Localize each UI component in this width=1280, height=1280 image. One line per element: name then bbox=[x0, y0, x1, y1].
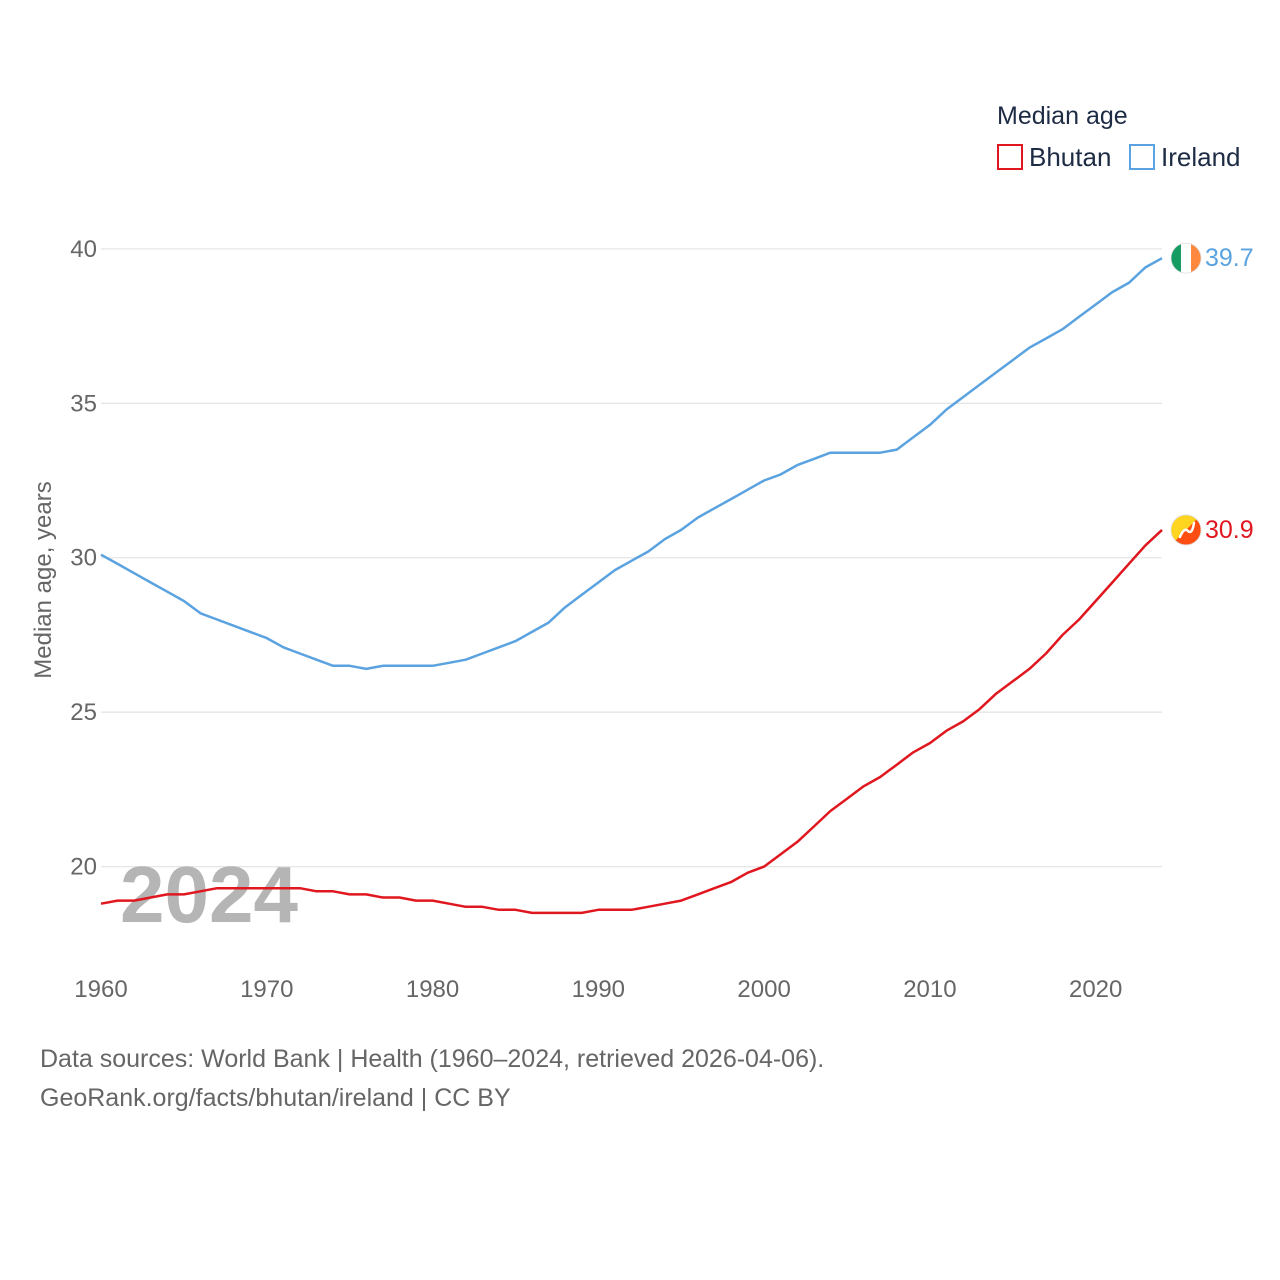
gridlines bbox=[101, 248, 1162, 868]
x-tick-label: 2000 bbox=[737, 976, 790, 1003]
end-label-ireland: 39.7 bbox=[1205, 244, 1254, 272]
year-watermark: 2024 bbox=[120, 850, 298, 939]
legend: Median age Bhutan Ireland bbox=[997, 102, 1241, 172]
x-tick-label: 1960 bbox=[74, 976, 127, 1003]
footer-sources: Data sources: World Bank | Health (1960–… bbox=[40, 1045, 825, 1073]
end-label-bhutan: 30.9 bbox=[1205, 516, 1254, 544]
y-tick-label: 25 bbox=[70, 699, 97, 726]
ireland-flag-icon bbox=[1170, 242, 1202, 274]
y-tick-label: 40 bbox=[70, 236, 97, 263]
x-tick-label: 1980 bbox=[406, 976, 459, 1003]
legend-swatch-bhutan[interactable] bbox=[997, 144, 1023, 170]
series-lines bbox=[100, 257, 1163, 915]
footer-attribution: GeoRank.org/facts/bhutan/ireland | CC BY bbox=[40, 1084, 511, 1112]
x-tick-label: 1990 bbox=[572, 976, 625, 1003]
series-end-markers: 30.9 39.7 bbox=[1170, 242, 1254, 546]
x-tick-label: 1970 bbox=[240, 976, 293, 1003]
x-tick-label: 2020 bbox=[1069, 976, 1122, 1003]
legend-label-bhutan[interactable]: Bhutan bbox=[1029, 142, 1111, 172]
x-tick-label: 2010 bbox=[903, 976, 956, 1003]
bhutan-flag-icon bbox=[1170, 514, 1202, 546]
y-tick-label: 35 bbox=[70, 390, 97, 417]
y-tick-label: 30 bbox=[70, 545, 97, 572]
series-line-ireland[interactable] bbox=[100, 257, 1163, 671]
x-axis-ticks: 1960 1970 1980 1990 2000 2010 2020 bbox=[74, 976, 1122, 1003]
legend-title: Median age bbox=[997, 102, 1128, 130]
legend-label-ireland[interactable]: Ireland bbox=[1161, 142, 1241, 172]
series-line-bhutan[interactable] bbox=[100, 528, 1163, 915]
y-tick-label: 20 bbox=[70, 854, 97, 881]
y-axis-label: Median age, years bbox=[30, 481, 57, 678]
legend-swatch-ireland[interactable] bbox=[1129, 144, 1155, 170]
y-axis-ticks: 20 25 30 35 40 bbox=[70, 236, 97, 881]
